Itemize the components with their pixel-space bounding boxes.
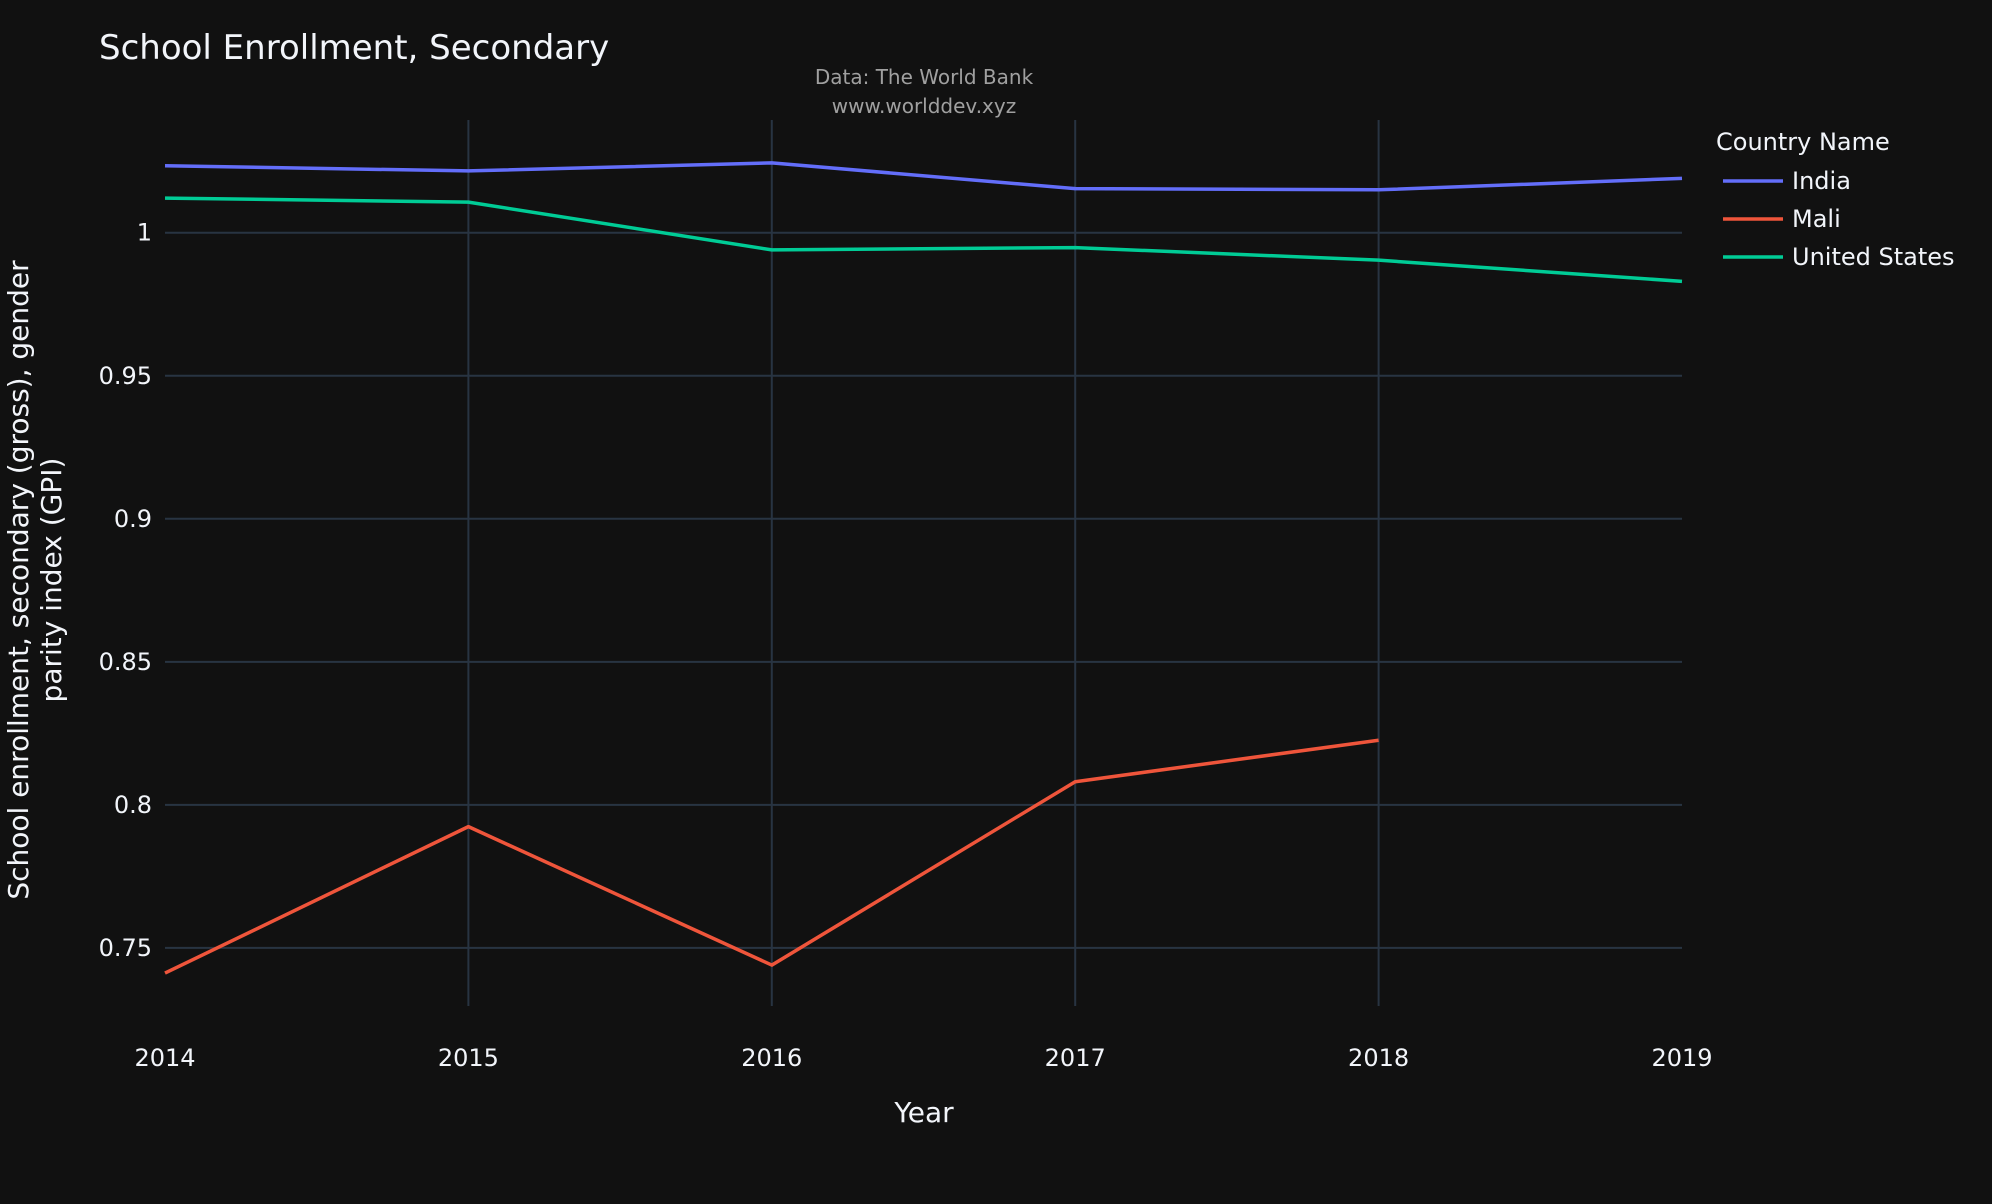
- series-line-united-states[interactable]: [164, 196, 1683, 284]
- y-axis-title-line-1: School enrollment, secondary (gross), ge…: [2, 260, 35, 900]
- legend-item-mali[interactable]: Mali: [1723, 205, 1841, 233]
- x-axis: 2014 2015 2016 2017 2018 2019: [134, 1044, 1712, 1072]
- y-tick-label: 0.85: [99, 648, 152, 676]
- series-line-india[interactable]: [164, 161, 1683, 192]
- y-tick-label: 1: [137, 219, 152, 247]
- legend-title: Country Name: [1716, 128, 1890, 156]
- y-tick-label: 0.8: [114, 791, 152, 819]
- series-line-mali[interactable]: [164, 738, 1379, 975]
- y-tick-label: 0.95: [99, 362, 152, 390]
- legend[interactable]: Country Name India Mali United States: [1716, 128, 1955, 271]
- legend-item-india[interactable]: India: [1723, 167, 1851, 195]
- x-axis-title: Year: [893, 1096, 954, 1129]
- legend-label: India: [1792, 167, 1851, 195]
- legend-label: Mali: [1792, 205, 1841, 233]
- x-tick-label: 2014: [134, 1044, 195, 1072]
- x-tick-label: 2018: [1348, 1044, 1409, 1072]
- grid: [165, 120, 1682, 1006]
- chart-subtitle-line-1: Data: The World Bank: [815, 65, 1034, 89]
- legend-label: United States: [1792, 243, 1955, 271]
- chart-title: School Enrollment, Secondary: [99, 28, 609, 68]
- y-axis-title-line-2: parity index (GPI): [35, 458, 68, 703]
- y-axis: 0.75 0.8 0.85 0.9 0.95 1: [99, 219, 152, 962]
- x-tick-label: 2015: [438, 1044, 499, 1072]
- chart-subtitle-line-2: www.worlddev.xyz: [832, 94, 1016, 118]
- x-tick-label: 2016: [741, 1044, 802, 1072]
- x-tick-label: 2019: [1651, 1044, 1712, 1072]
- x-tick-label: 2017: [1045, 1044, 1106, 1072]
- plot-area: [164, 161, 1683, 975]
- y-tick-label: 0.9: [114, 505, 152, 533]
- legend-item-united-states[interactable]: United States: [1723, 243, 1955, 271]
- y-tick-label: 0.75: [99, 934, 152, 962]
- y-axis-title: School enrollment, secondary (gross), ge…: [2, 260, 68, 900]
